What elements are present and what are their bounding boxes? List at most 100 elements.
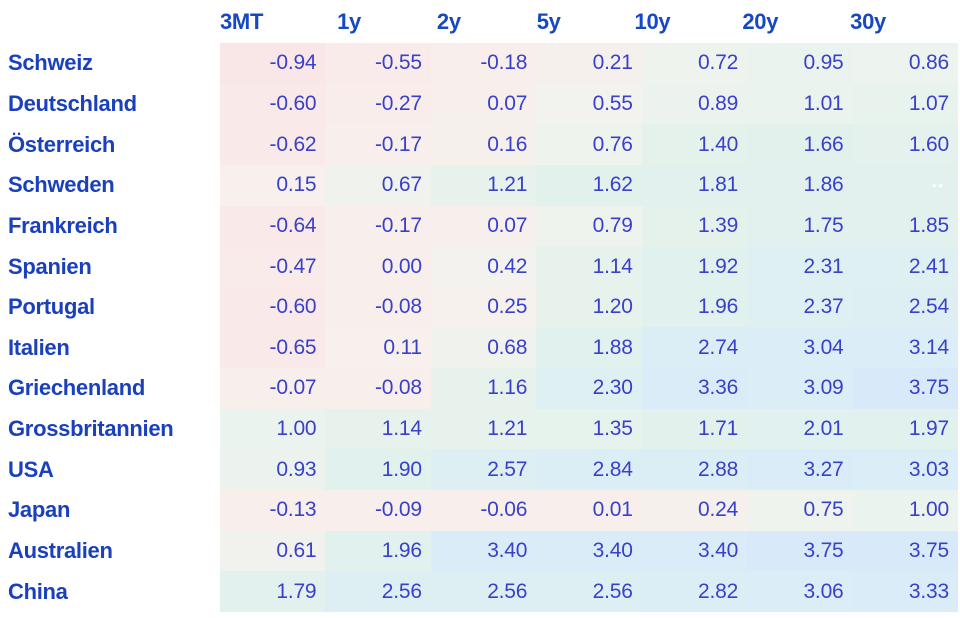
cell: 3.09 (747, 368, 853, 409)
cell: 1.96 (641, 286, 748, 328)
row-label: Frankreich (0, 205, 220, 247)
cell: -0.17 (325, 124, 431, 165)
cell: -0.64 (220, 205, 326, 247)
cell: 1.21 (430, 408, 537, 450)
row-label: Deutschland (0, 83, 220, 125)
row-label: Schweden (0, 164, 220, 206)
table-row: Schweiz -0.94 -0.55 -0.18 0.21 0.72 0.95 0.86 (0, 43, 958, 84)
cell: 2.31 (747, 246, 853, 287)
table-row: Schweden 0.15 0.67 1.21 1.62 1.81 1.86 •• (0, 164, 958, 206)
cell: 3.75 (852, 530, 958, 572)
column-header-5y: 5y (536, 8, 561, 34)
cell: -0.08 (325, 286, 431, 328)
column-header-2y: 2y (436, 8, 461, 34)
row-label: Österreich (0, 124, 220, 165)
table-row: Österreich -0.62 -0.17 0.16 0.76 1.40 1.66 1.60 (0, 124, 958, 165)
row-label: Australien (0, 530, 220, 572)
row-label: Italien (0, 327, 220, 369)
table-row: Frankreich -0.64 -0.17 0.07 0.79 1.39 1.75 1.85 (0, 205, 958, 247)
cell: 2.56 (536, 571, 642, 612)
cell: 3.06 (747, 571, 853, 612)
cell: •• (852, 164, 958, 206)
cell: 3.03 (852, 449, 958, 491)
cell: 0.07 (430, 83, 537, 125)
cell: 0.01 (536, 490, 642, 531)
cell: 1.90 (325, 449, 431, 491)
cell: 3.27 (747, 449, 853, 491)
cell: 2.56 (430, 571, 537, 612)
cell: 3.04 (747, 327, 853, 369)
column-header-1y: 1y (337, 8, 361, 34)
column-header-3mt: 3MT (220, 8, 264, 34)
cell: 3.75 (747, 530, 853, 572)
table-row: Japan -0.13 -0.09 -0.06 0.01 0.24 0.75 1.00 (0, 490, 958, 531)
cell: -0.60 (220, 83, 326, 125)
cell: 1.62 (536, 164, 642, 206)
cell: 0.75 (747, 490, 853, 531)
cell: 2.41 (852, 246, 958, 287)
cell: -0.55 (325, 43, 431, 84)
cell: 1.20 (536, 286, 642, 328)
cell: 0.76 (536, 124, 642, 165)
row-label: Schweiz (0, 43, 220, 84)
cell: 1.14 (536, 246, 642, 287)
cell: -0.27 (325, 83, 431, 125)
cell: 0.42 (430, 246, 537, 287)
column-header-20y: 20y (742, 8, 779, 34)
cell: 3.40 (536, 530, 642, 572)
table-row: China 1.79 2.56 2.56 2.56 2.82 3.06 3.33 (0, 571, 958, 612)
cell: 1.96 (325, 530, 431, 572)
cell: 1.88 (536, 327, 642, 369)
cell: 0.11 (325, 327, 431, 369)
cell: 2.88 (641, 449, 748, 491)
cell: 1.14 (325, 408, 431, 450)
cell: 2.74 (641, 327, 748, 369)
table-row: Grossbritannien 1.00 1.14 1.21 1.35 1.71 2.01 1… (0, 408, 958, 450)
cell: 2.54 (852, 286, 958, 328)
cell: 0.21 (536, 43, 642, 84)
table-row: Spanien -0.47 0.00 0.42 1.14 1.92 2.31 2.41 (0, 246, 958, 287)
cell: 2.84 (536, 449, 642, 491)
row-label: USA (0, 449, 220, 491)
cell: 1.75 (747, 205, 853, 247)
cell: -0.06 (430, 490, 537, 531)
cell: 1.21 (430, 164, 537, 206)
table-row: Australien 0.61 1.96 3.40 3.40 3.40 3.75 3.75 (0, 530, 958, 572)
cell: -0.60 (220, 286, 326, 328)
table-row: Portugal -0.60 -0.08 0.25 1.20 1.96 2.37 2.54 (0, 286, 958, 328)
cell: 1.16 (430, 368, 537, 409)
empty-cell-marker: •• (931, 177, 945, 193)
cell: 1.86 (747, 164, 853, 206)
cell: 0.24 (641, 490, 748, 531)
table-row: Griechenland -0.07 -0.08 1.16 2.30 3.36 3.09 3.… (0, 368, 958, 409)
column-header-10y: 10y (634, 8, 671, 34)
cell: 0.86 (852, 43, 958, 84)
cell: 1.00 (852, 490, 958, 531)
cell: 1.07 (852, 83, 958, 125)
row-label: Grossbritannien (0, 408, 220, 450)
cell: 1.81 (641, 164, 748, 206)
row-label: Spanien (0, 246, 220, 287)
cell: 2.56 (325, 571, 431, 612)
cell: 0.16 (430, 124, 537, 165)
cell: 3.40 (641, 530, 748, 572)
row-label: Griechenland (0, 368, 220, 409)
cell: 0.00 (325, 246, 431, 287)
table-row: Italien -0.65 0.11 0.68 1.88 2.74 3.04 3.14 (0, 327, 958, 369)
cell: 3.33 (852, 571, 958, 612)
cell: 1.40 (641, 124, 748, 165)
cell: 3.36 (641, 368, 748, 409)
row-label: Japan (0, 490, 220, 531)
cell: 0.07 (430, 205, 537, 247)
cell: 2.82 (641, 571, 748, 612)
cell: 2.01 (747, 408, 853, 450)
cell: 0.89 (641, 83, 748, 125)
cell: 0.15 (220, 164, 326, 206)
cell: 3.14 (852, 327, 958, 369)
cell: -0.17 (325, 205, 431, 247)
cell: -0.65 (220, 327, 326, 369)
cell: 0.79 (536, 205, 642, 247)
cell: -0.47 (220, 246, 326, 287)
cell: 1.00 (220, 408, 326, 450)
